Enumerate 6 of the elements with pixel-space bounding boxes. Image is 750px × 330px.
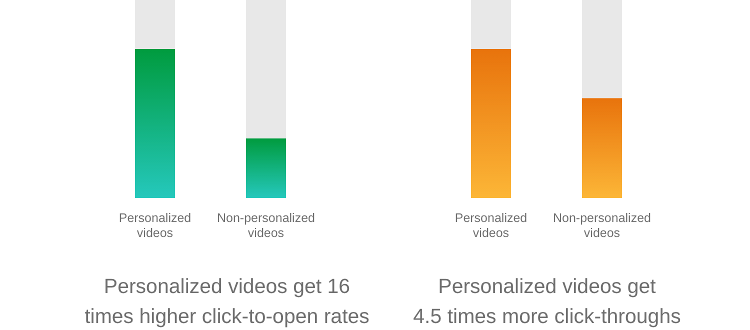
text: Personalized videos get 16 times higher click-to-open rates	[84, 275, 370, 328]
x-tick-label: Personalized videos	[454, 211, 528, 240]
x-tick-label: Non-personalized videos	[217, 211, 316, 240]
text: Personalized videos get 4.5 times more click-throughs	[413, 275, 681, 328]
x-tick-label: Non-personalized videos	[553, 211, 652, 240]
x-tick-label: Personalized videos	[118, 211, 192, 240]
